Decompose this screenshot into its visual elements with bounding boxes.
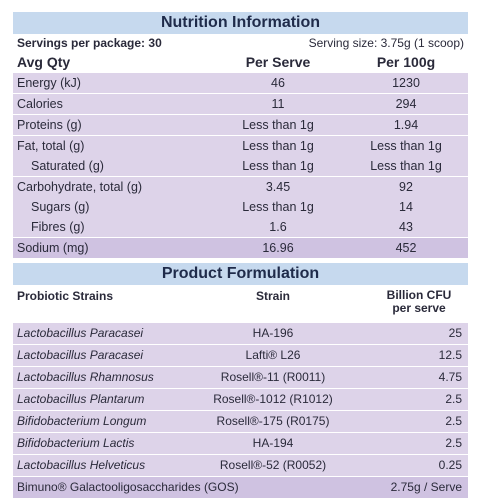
probiotic-name: Bifidobacterium Longum: [17, 414, 147, 428]
cfu-value: 12.5: [438, 348, 462, 362]
gos-name: Bimuno® Galactooligosaccharides (GOS): [17, 480, 239, 494]
table-row: Lactobacillus Paracasei Lafti® L26 12.5: [13, 345, 468, 366]
nutrition-header-row: Avg Qty Per Serve Per 100g: [13, 52, 468, 73]
row-label: Energy (kJ): [17, 76, 81, 90]
row-per-100g: 43: [399, 220, 413, 234]
probiotic-name: Bifidobacterium Lactis: [17, 436, 135, 450]
header-cfu-line1: Billion CFU: [386, 288, 452, 302]
header-avg-qty: Avg Qty: [17, 54, 71, 70]
table-row: Calories 11 294: [13, 94, 468, 114]
row-per-serve: 11: [271, 97, 285, 111]
row-label: Sodium (mg): [17, 241, 89, 255]
table-row: Sugars (g) Less than 1g 14: [13, 197, 468, 217]
header-strain: Strain: [255, 289, 290, 303]
row-per-serve: 1.6: [269, 220, 287, 234]
header-probiotic-strains: Probiotic Strains: [17, 289, 114, 303]
row-per-serve: Less than 1g: [242, 159, 314, 173]
table-row: Carbohydrate, total (g) 3.45 92: [13, 177, 468, 197]
row-label: Carbohydrate, total (g): [17, 180, 143, 194]
row-per-serve: Less than 1g: [242, 118, 314, 132]
nutrition-title: Nutrition Information: [13, 12, 468, 34]
cfu-value: 25: [448, 326, 462, 340]
cfu-value: 4.75: [438, 370, 462, 384]
strain-code: Rosell®-175 (R0175): [216, 414, 330, 428]
row-per-100g: 294: [395, 97, 417, 111]
strain-code: HA-196: [252, 326, 294, 340]
table-row: Lactobacillus Paracasei HA-196 25: [13, 323, 468, 344]
serving-size: Serving size: 3.75g (1 scoop): [308, 36, 464, 50]
row-per-100g: 14: [399, 200, 413, 214]
table-row: Proteins (g) Less than 1g 1.94: [13, 115, 468, 135]
row-label: Fat, total (g): [17, 139, 85, 153]
table-row: Fat, total (g) Less than 1g Less than 1g: [13, 136, 468, 156]
row-label: Sugars (g): [31, 200, 90, 214]
table-row: Energy (kJ) 46 1230: [13, 73, 468, 93]
servings-per-package: Servings per package: 30: [17, 36, 162, 50]
row-per-serve: Less than 1g: [242, 139, 314, 153]
row-per-100g: 92: [399, 180, 413, 194]
row-label: Calories: [17, 97, 63, 111]
formulation-header-row: Probiotic Strains Strain Billion CFU per…: [13, 285, 468, 323]
probiotic-name: Lactobacillus Paracasei: [17, 348, 144, 362]
row-per-serve: Less than 1g: [242, 200, 314, 214]
header-cfu-line2: per serve: [392, 301, 446, 315]
gos-value: 2.75g / Serve: [390, 480, 462, 494]
table-row-gos: Bimuno® Galactooligosaccharides (GOS) 2.…: [13, 477, 468, 498]
table-row: Lactobacillus Helveticus Rosell®-52 (R00…: [13, 455, 468, 476]
cfu-value: 2.5: [445, 436, 462, 450]
probiotic-name: Lactobacillus Paracasei: [17, 326, 144, 340]
strain-code: Rosell®-1012 (R1012): [213, 392, 333, 406]
row-per-100g: Less than 1g: [370, 139, 442, 153]
row-per-serve: 46: [271, 76, 285, 90]
strain-code: Lafti® L26: [245, 348, 301, 362]
table-row: Fibres (g) 1.6 43: [13, 217, 468, 237]
row-label: Proteins (g): [17, 118, 82, 132]
table-row: Lactobacillus Plantarum Rosell®-1012 (R1…: [13, 389, 468, 410]
strain-code: HA-194: [252, 436, 294, 450]
header-per-100g: Per 100g: [376, 54, 436, 70]
cfu-value: 2.5: [445, 414, 462, 428]
table-row: Lactobacillus Rhamnosus Rosell®-11 (R001…: [13, 367, 468, 388]
table-row: Bifidobacterium Longum Rosell®-175 (R017…: [13, 411, 468, 432]
formulation-title: Product Formulation: [13, 263, 468, 285]
strain-code: Rosell®-52 (R0052): [219, 458, 327, 472]
probiotic-name: Lactobacillus Rhamnosus: [17, 370, 154, 384]
row-per-serve: 16.96: [262, 241, 294, 255]
probiotic-name: Lactobacillus Plantarum: [17, 392, 145, 406]
table-row: Saturated (g) Less than 1g Less than 1g: [13, 156, 468, 176]
servings-row: Servings per package: 30 Serving size: 3…: [13, 34, 468, 52]
row-per-100g: 452: [395, 241, 417, 255]
table-row: Bifidobacterium Lactis HA-194 2.5: [13, 433, 468, 454]
row-per-100g: 1.94: [393, 118, 419, 132]
header-billion-cfu: Billion CFU per serve: [374, 289, 464, 315]
header-per-serve: Per Serve: [245, 54, 311, 70]
row-per-serve: 3.45: [265, 180, 291, 194]
row-label: Saturated (g): [31, 159, 104, 173]
strain-code: Rosell®-11 (R0011): [220, 370, 326, 384]
formulation-panel: Product Formulation Probiotic Strains St…: [13, 263, 468, 498]
nutrition-panel: Nutrition Information Servings per packa…: [13, 12, 468, 258]
row-per-100g: 1230: [392, 76, 420, 90]
cfu-value: 0.25: [438, 458, 462, 472]
probiotic-name: Lactobacillus Helveticus: [17, 458, 146, 472]
row-per-100g: Less than 1g: [370, 159, 442, 173]
row-label: Fibres (g): [31, 220, 85, 234]
cfu-value: 2.5: [445, 392, 462, 406]
table-row: Sodium (mg) 16.96 452: [13, 238, 468, 258]
